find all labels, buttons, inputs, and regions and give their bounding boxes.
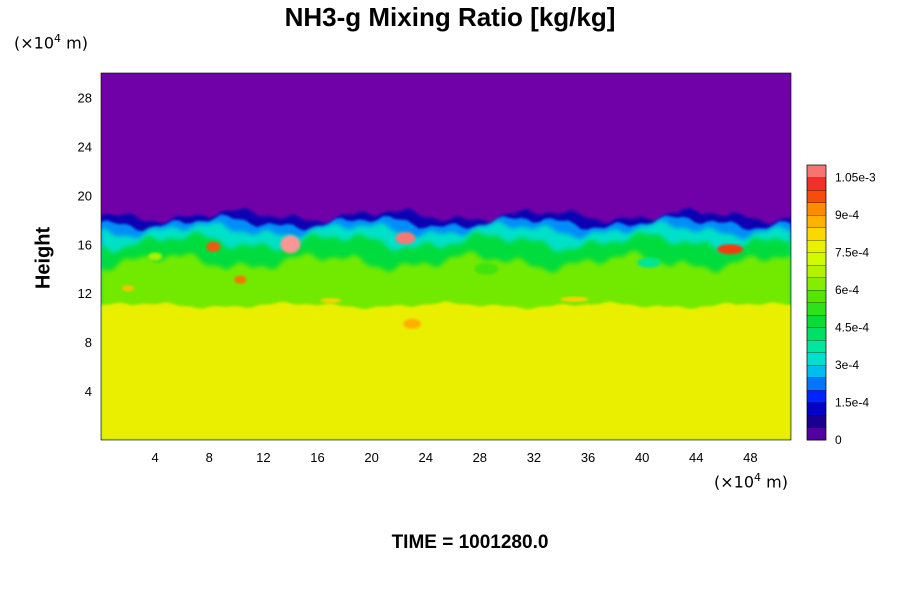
patch-10 [474, 262, 499, 275]
x-tick-label: 20 [364, 450, 378, 465]
colorbar-level [806, 264, 827, 278]
patch-11 [636, 257, 661, 268]
x-tick-label: 48 [743, 450, 757, 465]
x-axis: 4 8 12 16 20 24 28 32 36 40 44 48 [152, 450, 758, 465]
patch-3 [206, 241, 221, 252]
lower-layer [101, 301, 791, 440]
patch-9 [148, 252, 163, 261]
x-tick-label: 24 [418, 450, 432, 465]
patch-4 [234, 275, 247, 284]
colorbar-level [806, 189, 827, 203]
x-tick-label: 28 [473, 450, 487, 465]
colorbar-level [806, 277, 827, 291]
colorbar-level [806, 289, 827, 303]
plot-area [100, 72, 792, 441]
y-tick-label: 4 [85, 384, 92, 399]
colorbar-level [806, 352, 827, 366]
patch-7 [560, 296, 589, 302]
y-axis-unit-label: (×104 m) [14, 32, 88, 53]
y-axis: 4 8 12 16 20 24 28 [78, 90, 92, 399]
colorbar-level [806, 414, 827, 428]
colorbar-level [806, 327, 827, 341]
y-tick-label: 12 [78, 286, 92, 301]
patch-5 [403, 318, 422, 329]
x-tick-label: 44 [689, 450, 703, 465]
colorbar-level [806, 427, 827, 441]
colorbar-tick-label: 7.5e-4 [835, 246, 869, 260]
x-tick-label: 40 [635, 450, 649, 465]
patch-0 [280, 235, 301, 254]
y-tick-label: 24 [78, 139, 92, 154]
colorbar-frame [806, 164, 827, 441]
time-label: TIME = 1001280.0 [391, 532, 549, 553]
colorbar-level [806, 177, 827, 191]
colorbar-level [806, 227, 827, 241]
x-tick-label: 8 [206, 450, 213, 465]
colorbar-level [806, 202, 827, 216]
x-tick-label: 4 [152, 450, 159, 465]
colorbar-tick-label: 9e-4 [835, 208, 859, 222]
plot-frame [100, 72, 792, 441]
colorbar-level [806, 364, 827, 378]
colorbar-level [806, 214, 827, 228]
colorbar-level [806, 314, 827, 328]
colorbar: 0 1.5e-4 3e-4 4.5e-4 6e-4 7.5e-4 9e-4 1.05e-3 [806, 164, 876, 447]
x-tick-label: 36 [581, 450, 595, 465]
x-tick-label: 16 [310, 450, 324, 465]
colorbar-level [806, 377, 827, 391]
colorbar-tick-label: 1.5e-4 [835, 396, 869, 410]
x-axis-unit-label: (×104 m) [714, 471, 788, 492]
colorbar-level [806, 239, 827, 253]
y-tick-label: 20 [78, 188, 92, 203]
colorbar-level [806, 339, 827, 353]
colorbar-level [806, 252, 827, 266]
colorbar-level [806, 402, 827, 416]
colorbar-tick-label: 1.05e-3 [835, 171, 876, 185]
y-tick-label: 8 [85, 335, 92, 350]
patch-1 [395, 232, 416, 245]
patch-2 [717, 244, 744, 255]
colorbar-tick-label: 4.5e-4 [835, 321, 869, 335]
y-tick-label: 16 [78, 237, 92, 252]
x-tick-label: 32 [527, 450, 541, 465]
x-tick-label: 12 [256, 450, 270, 465]
colorbar-tick-label: 6e-4 [835, 283, 859, 297]
patch-6 [122, 285, 135, 292]
colorbar-level [806, 389, 827, 403]
colorbar-level [806, 302, 827, 316]
colorbar-tick-label: 0 [835, 433, 842, 447]
heatmap-field [101, 73, 791, 440]
y-tick-label: 28 [78, 90, 92, 105]
colorbar-level [806, 164, 827, 178]
chart-title: NH3-g Mixing Ratio [kg/kg] [284, 2, 616, 32]
patch-8 [321, 298, 341, 304]
colorbar-tick-label: 3e-4 [835, 358, 859, 372]
